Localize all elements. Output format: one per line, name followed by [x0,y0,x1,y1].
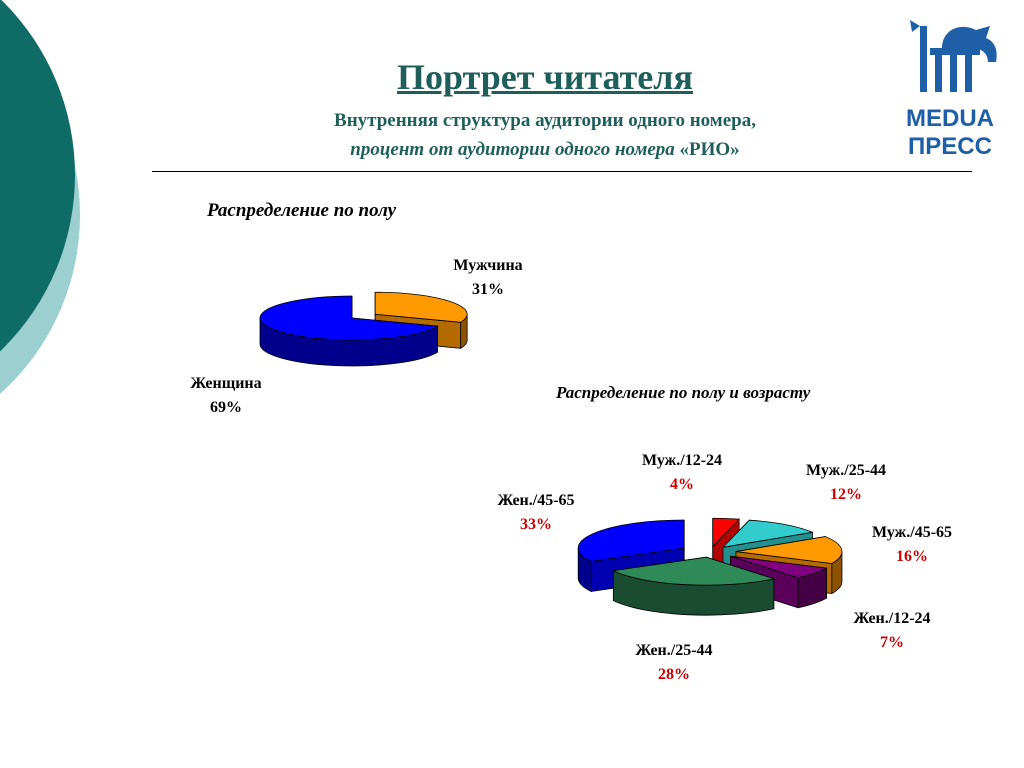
page-title: Портрет читателя [397,57,693,97]
chart-1-slice-1 [259,295,439,367]
chart-2-label-m-45-65: Муж./45-65 16% [852,521,972,569]
chart-2-label-m-25-44-name: Муж./25-44 [805,462,887,479]
chart-2-label-f-45-65-name: Жен./45-65 [497,492,575,509]
chart-2-label-f-45-65-value: 33% [520,516,552,533]
subtitle-line-2: процент от аудитории одного номера [350,139,675,160]
chart-2-label-f-12-24-value: 7% [880,634,904,651]
chart-2-label-f-12-24: Жен./12-24 7% [834,607,950,655]
chart-2-label-m-25-44-value: 12% [830,486,862,503]
chart-2-label-m-12-24-value: 4% [670,476,694,493]
chart-1-label-female-name: Женщина [190,375,262,392]
chart-2-label-f-25-44-value: 28% [658,666,690,683]
header-divider [152,171,972,172]
decorative-circles [0,0,80,394]
logo-text-line-1: MEDUA [906,105,994,132]
chart-1-label-male-value: 31% [472,281,504,298]
chart-2-label-m-12-24-name: Муж./12-24 [641,452,723,469]
chart-2-label-f-45-65: Жен./45-65 33% [478,489,594,537]
logo-text-line-2: ПРЕСС [908,133,992,160]
chart-2-title: Распределение по полу и возрасту [556,383,811,402]
chart-2-label-f-25-44-name: Жен./25-44 [635,642,713,659]
chart-2-slice-4 [612,556,776,616]
horse-emblem-icon [910,20,997,92]
chart-1-label-female: Женщина 69% [176,372,276,420]
chart-2-label-f-12-24-name: Жен./12-24 [853,610,931,627]
mediapress-logo: MEDUA ПРЕСС [906,20,997,160]
subtitle-line-2-rio: «РИО» [674,139,740,160]
chart-2-label-m-12-24: Муж./12-24 4% [626,449,738,497]
chart-2-label-f-25-44: Жен./25-44 28% [614,639,734,687]
page-subtitle: Внутренняя структура аудитории одного но… [280,106,810,164]
chart-1-label-male: Мужчина 31% [440,254,536,302]
subtitle-line-1: Внутренняя структура аудитории одного но… [334,110,756,131]
chart-2-label-m-45-65-name: Муж./45-65 [871,524,953,541]
chart-1-label-female-value: 69% [210,399,242,416]
decor-circle-dark [0,0,75,352]
chart-2-label-m-25-44: Муж./25-44 12% [788,459,904,507]
chart-1-label-male-name: Мужчина [453,257,523,274]
chart-1-title: Распределение по полу [207,200,397,221]
chart-2-label-m-45-65-value: 16% [896,548,928,565]
